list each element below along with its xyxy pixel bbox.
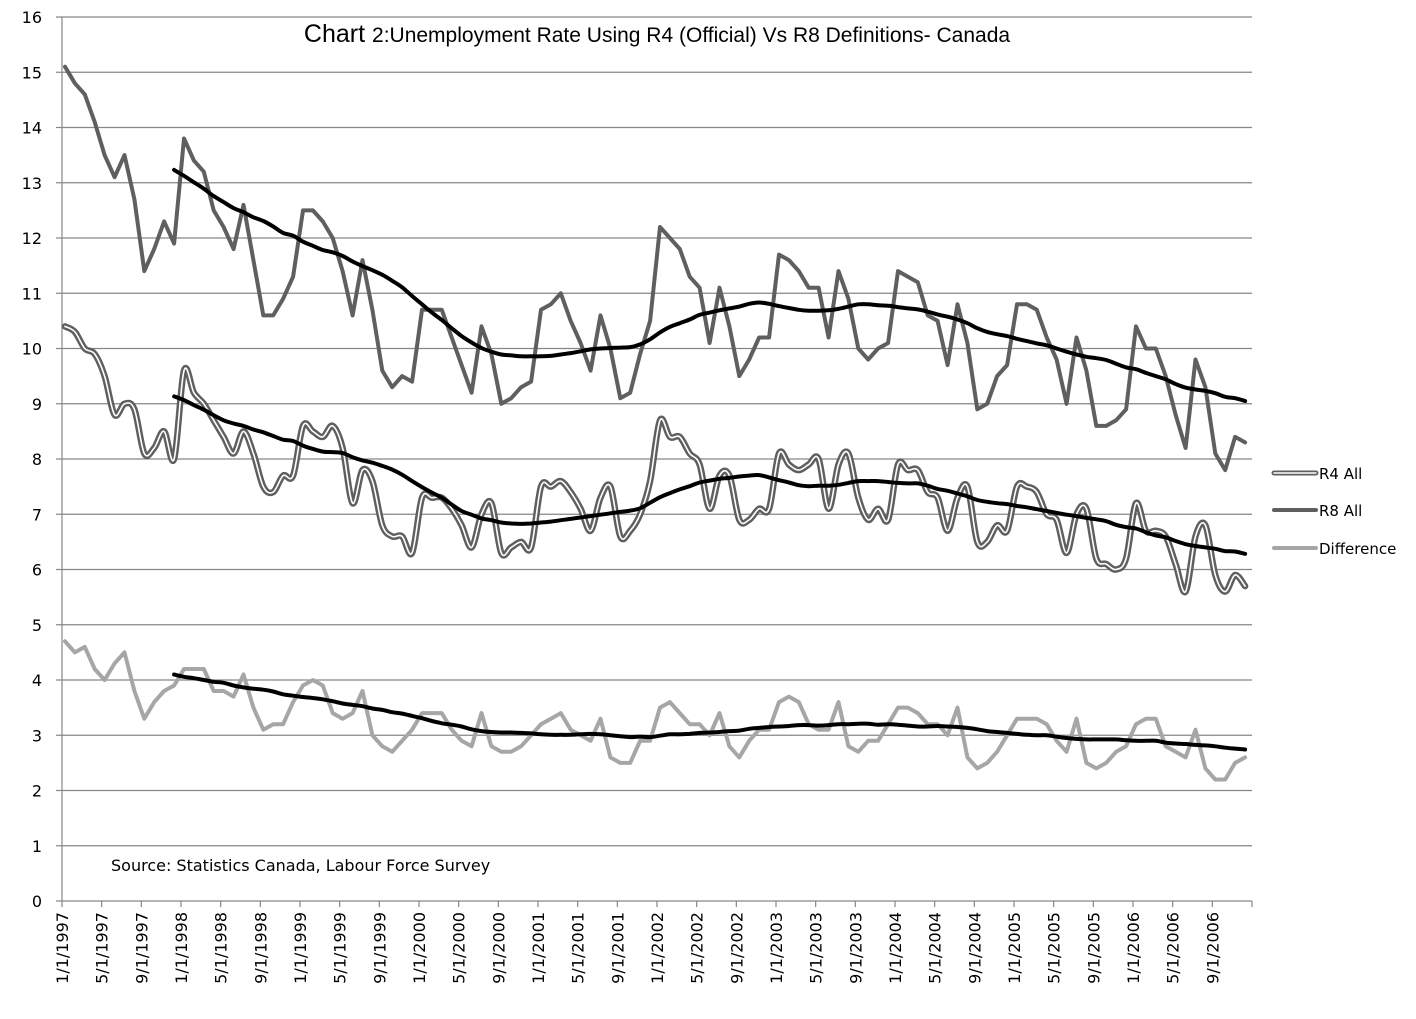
- x-tick-label: 5/1/2000: [450, 912, 469, 984]
- y-tick-label-6: 6: [32, 561, 42, 580]
- y-tick-label-10: 10: [22, 340, 42, 359]
- x-tick-label: 1/1/1998: [172, 912, 191, 984]
- chart-title-main: 2:Unemployment Rate Using R4 (Official) …: [372, 24, 1010, 47]
- x-tick-label: 1/1/2003: [767, 912, 786, 984]
- y-tick-label-4: 4: [32, 671, 42, 690]
- x-tick-label: 9/1/2000: [489, 912, 508, 984]
- x-tick-label: 1/1/2005: [1005, 912, 1024, 984]
- x-tick-label: 1/1/2006: [1124, 912, 1143, 984]
- series-layer: [61, 64, 1249, 782]
- series-line-core-r4-all: [64, 325, 1246, 593]
- x-tick-label: 9/1/2006: [1203, 912, 1222, 984]
- y-tick-label-9: 9: [32, 395, 42, 414]
- y-tick-label-2: 2: [32, 782, 42, 801]
- x-tick-label: 9/1/2001: [608, 912, 627, 984]
- x-tick-label: 1/1/2004: [886, 912, 905, 984]
- y-tick-label-3: 3: [32, 726, 42, 745]
- x-tick-label: 9/1/2002: [727, 912, 746, 984]
- x-tick-label: 5/1/2002: [688, 912, 707, 984]
- y-tick-label-1: 1: [32, 837, 42, 856]
- x-tick-label: 1/1/1997: [53, 912, 72, 984]
- y-tick-label-11: 11: [22, 284, 42, 303]
- trendline-r4-all: [172, 394, 1248, 556]
- chart-title: Chart 2:Unemployment Rate Using R4 (Offi…: [304, 20, 1010, 48]
- x-tick-label: 1/1/2001: [529, 912, 548, 984]
- legend-item-r8-all: R8 All: [1272, 502, 1362, 520]
- x-tick-label: 5/1/2001: [569, 912, 588, 984]
- x-tick-label: 1/1/1999: [291, 912, 310, 984]
- y-tick-label-13: 13: [22, 174, 42, 193]
- series-line-r8-all: [63, 64, 1248, 473]
- x-tick-label: 9/1/2003: [846, 912, 865, 984]
- legend-label-r8-all: R8 All: [1319, 502, 1362, 520]
- x-tick-label: 5/1/2005: [1045, 912, 1064, 984]
- y-tick-label-7: 7: [32, 505, 42, 524]
- y-tick-label-0: 0: [32, 892, 42, 911]
- x-tick-label: 1/1/2000: [410, 912, 429, 984]
- source-annotation: Source: Statistics Canada, Labour Force …: [111, 856, 490, 875]
- legend-label-r4-all: R4 All: [1319, 465, 1362, 483]
- x-tick-label: 5/1/2004: [926, 912, 945, 984]
- trendline-layer: [172, 167, 1248, 752]
- y-tick-label-14: 14: [22, 119, 42, 138]
- x-tick-label: 9/1/1998: [251, 912, 270, 984]
- y-tick-label-15: 15: [22, 63, 42, 82]
- x-tick-label: 5/1/2003: [807, 912, 826, 984]
- chart-title-prefix: Chart: [304, 20, 372, 48]
- x-tick-label: 5/1/2006: [1164, 912, 1183, 984]
- legend-label-difference: Difference: [1319, 540, 1396, 558]
- x-tick-label: 9/1/1999: [370, 912, 389, 984]
- x-axis: 1/1/1997 5/1/1997 9/1/1997 1/1/1998 5/1/1998…: [53, 900, 1253, 984]
- y-tick-label-16: 16: [22, 8, 42, 27]
- y-tick-label-12: 12: [22, 229, 42, 248]
- x-tick-label: 9/1/2005: [1084, 912, 1103, 984]
- legend: R4 All R8 All Difference: [1271, 465, 1396, 558]
- x-tick-label: 5/1/1997: [93, 912, 112, 984]
- series-line-difference: [63, 639, 1248, 782]
- x-tick-label: 9/1/1997: [132, 912, 151, 984]
- x-tick-label: 1/1/2002: [648, 912, 667, 984]
- trendline-r8-all: [172, 167, 1248, 403]
- x-tick-label: 5/1/1998: [212, 912, 231, 984]
- y-tick-label-8: 8: [32, 450, 42, 469]
- x-tick-label: 9/1/2004: [965, 912, 984, 984]
- legend-item-r4-all: R4 All: [1271, 465, 1362, 483]
- y-tick-label-5: 5: [32, 616, 42, 635]
- trendline-difference: [172, 672, 1248, 752]
- x-tick-label: 5/1/1999: [331, 912, 350, 984]
- legend-item-difference: Difference: [1272, 540, 1396, 558]
